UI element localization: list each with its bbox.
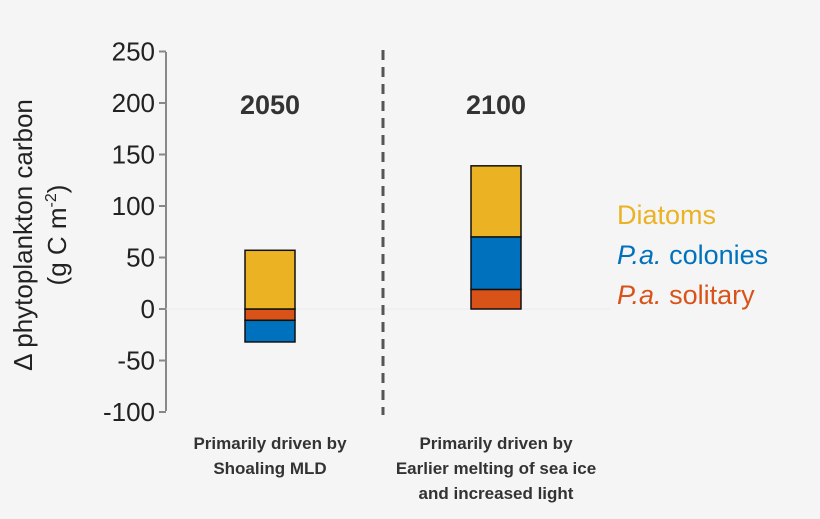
category-label: Primarily driven by — [193, 434, 347, 453]
category-label: Primarily driven by — [419, 434, 573, 453]
bar-segment-2050-pa-colonies — [244, 319, 296, 343]
y-tick-label: -50 — [117, 346, 155, 376]
bar-segment-2100-pa-colonies — [470, 236, 522, 291]
y-tick-label: 150 — [112, 140, 155, 170]
category-label: Shoaling MLD — [213, 459, 326, 478]
period-title-2100: 2100 — [466, 90, 526, 120]
bar-segment-2100-pa-solitary — [470, 288, 522, 310]
legend-pa-solitary: P.a. solitary — [617, 280, 755, 310]
y-tick-label: 50 — [126, 243, 155, 273]
legend-pa-colonies: P.a. colonies — [617, 240, 768, 270]
bar-segment-2100-diatoms — [470, 165, 522, 238]
bar-segment-2050-pa-solitary — [244, 308, 296, 322]
legend-diatoms: Diatoms — [617, 200, 716, 230]
period-title-2050: 2050 — [240, 90, 300, 120]
bar-segment-2050-diatoms — [244, 249, 296, 310]
y-tick-label: 250 — [112, 37, 155, 67]
y-axis-unit: (g C m-2) — [42, 185, 72, 286]
y-tick-label: 200 — [112, 88, 155, 118]
y-tick-label: -100 — [103, 397, 155, 427]
y-axis-label: Δ phytoplankton carbon — [8, 99, 38, 371]
y-tick-label: 100 — [112, 191, 155, 221]
category-label: and increased light — [419, 484, 574, 503]
category-label: Earlier melting of sea ice — [396, 459, 596, 478]
y-tick-label: 0 — [141, 294, 155, 324]
